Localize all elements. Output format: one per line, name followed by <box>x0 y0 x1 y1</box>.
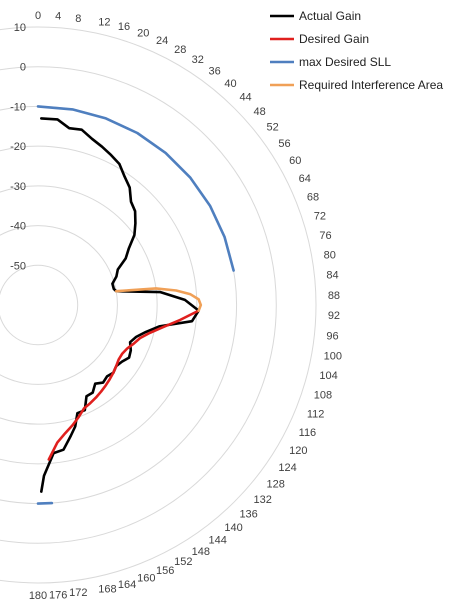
grid-circle <box>0 225 118 385</box>
angle-tick-label: 112 <box>307 409 325 421</box>
angle-tick-label: 40 <box>224 78 236 90</box>
angle-tick-label: 168 <box>98 584 116 596</box>
angle-tick-label: 4 <box>55 11 61 23</box>
angle-tick-label: 60 <box>289 155 301 167</box>
grid-circle <box>0 145 198 465</box>
grid-circle <box>0 26 317 584</box>
angle-tick-label: 108 <box>314 390 332 402</box>
grid-circle <box>0 185 158 425</box>
angle-tick-label: 80 <box>324 250 336 262</box>
angle-tick-label: 20 <box>137 27 149 39</box>
angle-tick-label: 48 <box>254 106 266 118</box>
angle-tick-label: 124 <box>278 462 296 474</box>
series-line-actual-gain <box>40 117 200 493</box>
angle-tick-label: 140 <box>224 522 242 534</box>
radial-tick-label: -10 <box>10 101 26 113</box>
radial-tick-label: -20 <box>10 141 26 153</box>
angle-tick-label: 16 <box>118 21 130 33</box>
angle-tick-label: 56 <box>278 138 290 150</box>
angle-tick-label: 144 <box>208 535 226 547</box>
radial-tick-label: -30 <box>10 181 26 193</box>
angle-tick-label: 156 <box>156 565 174 577</box>
angle-tick-label: 68 <box>307 191 319 203</box>
grid-circle <box>0 264 79 346</box>
series-line-max-desired-sll <box>36 105 235 272</box>
angle-tick-label: 116 <box>299 427 317 439</box>
angle-tick-label: 88 <box>328 290 340 302</box>
radial-tick-label: 10 <box>14 22 26 34</box>
angle-tick-label: 152 <box>174 556 192 568</box>
angle-tick-label: 64 <box>299 173 311 185</box>
radial-tick-label: -50 <box>10 260 26 272</box>
angle-tick-label: 12 <box>98 16 110 28</box>
grid-circle <box>0 66 277 544</box>
legend-label: Required Interference Area <box>299 78 443 92</box>
series-lines <box>36 105 235 505</box>
angle-tick-label: 100 <box>324 350 342 362</box>
angle-tick-label: 160 <box>137 573 155 585</box>
angle-tick-label: 148 <box>192 546 210 558</box>
legend-label: Actual Gain <box>299 9 361 23</box>
series-line-required-interference-area <box>114 287 203 312</box>
angle-tick-label: 52 <box>267 121 279 133</box>
series-line-desired-gain <box>47 309 200 461</box>
angle-tick-label: 0 <box>35 10 41 22</box>
angle-tick-label: 24 <box>156 35 168 47</box>
angle-tick-label: 136 <box>239 509 257 521</box>
series-line-max-desired-sll <box>36 501 54 505</box>
angle-tick-label: 92 <box>328 310 340 322</box>
angle-tick-labels: 0 4 8 12 16202428323640444852566064687276808… <box>29 10 342 602</box>
angle-tick-label: 36 <box>208 65 220 77</box>
angle-tick-label: 32 <box>192 54 204 66</box>
angle-tick-label: 120 <box>289 445 307 457</box>
angle-tick-label: 104 <box>319 370 337 382</box>
angle-tick-label: 44 <box>239 91 251 103</box>
angle-tick-label: 172 <box>69 587 87 599</box>
angle-tick-label: 164 <box>118 579 136 591</box>
legend: Actual Gain Desired Gain max Desired SLL Re… <box>270 9 443 92</box>
legend-label: Desired Gain <box>299 32 369 46</box>
radial-tick-labels: 10 0 -10 -20 -30 -40 -50 <box>10 22 26 272</box>
angle-tick-label: 76 <box>319 230 331 242</box>
angle-tick-label: 128 <box>267 479 285 491</box>
angle-tick-label: 180 <box>29 590 47 602</box>
radial-tick-label: -40 <box>10 221 26 233</box>
angle-tick-label: 132 <box>254 494 272 506</box>
angle-tick-label: 28 <box>174 44 186 56</box>
angle-tick-label: 176 <box>49 589 67 601</box>
angle-tick-label: 72 <box>314 210 326 222</box>
angle-tick-label: 84 <box>326 270 338 282</box>
radial-tick-label: 0 <box>20 62 26 74</box>
angle-tick-label: 8 <box>75 13 81 25</box>
legend-label: max Desired SLL <box>299 55 391 69</box>
angle-tick-label: 96 <box>326 330 338 342</box>
